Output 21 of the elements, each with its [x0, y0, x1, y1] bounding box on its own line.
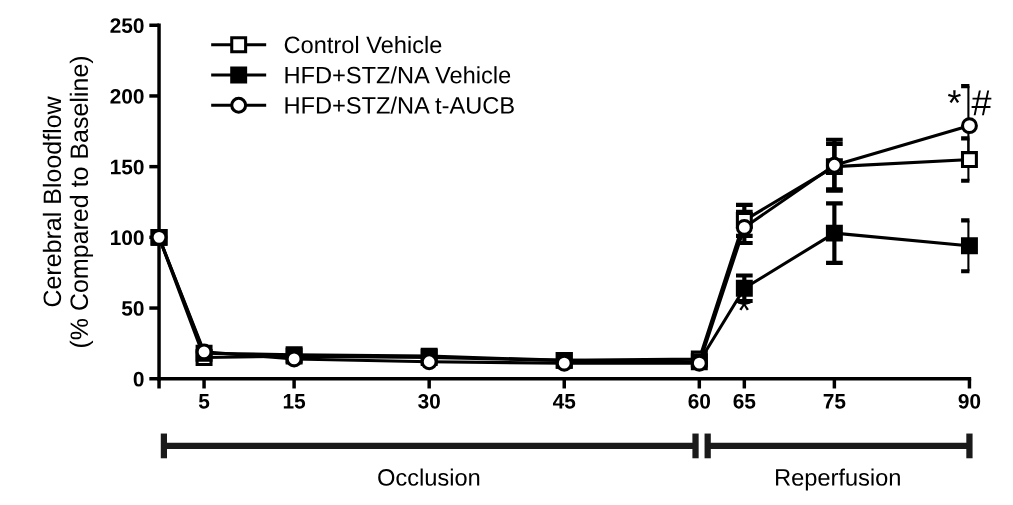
- annotation: * #: [947, 90, 992, 116]
- x-tick-label: 65: [733, 393, 756, 409]
- legend-label: HFD+STZ/NA Vehicle: [285, 66, 511, 84]
- y-tick-label: 250: [110, 18, 144, 33]
- text: Reperfusion: [776, 468, 900, 491]
- legend-label: HFD+STZ/NA t-AUCB: [285, 96, 514, 114]
- y-tick-label: 100: [111, 230, 144, 246]
- x-tick-label: 90: [958, 393, 981, 409]
- x-tick-label: 75: [823, 394, 846, 409]
- x-tick-label: 15: [283, 394, 306, 409]
- x-tick-label: 5: [198, 394, 210, 409]
- y-tick-label: 150: [111, 159, 144, 175]
- x-tick-label: 60: [688, 393, 711, 409]
- y-axis-title: Cerebral Bloodflow (% Compared to Baseline): [42, 56, 94, 348]
- text: Occlusion: [378, 468, 480, 486]
- x-tick-label: 30: [418, 393, 440, 409]
- y-tick-label: 50: [121, 301, 144, 316]
- y-tick-label: 200: [110, 88, 144, 104]
- y-tick-label: 0: [133, 371, 144, 387]
- legend-label: Control Vehicle: [284, 35, 442, 54]
- x-tick-label: 45: [552, 394, 576, 409]
